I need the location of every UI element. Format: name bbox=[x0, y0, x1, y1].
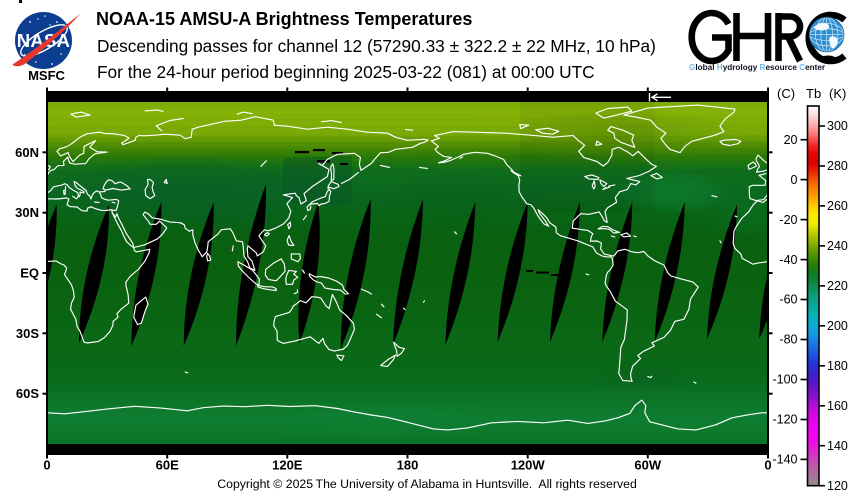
svg-text:120: 120 bbox=[827, 479, 848, 493]
svg-text:60S: 60S bbox=[16, 386, 39, 401]
svg-text:240: 240 bbox=[827, 239, 848, 253]
svg-text:-80: -80 bbox=[779, 333, 797, 347]
svg-text:EQ: EQ bbox=[20, 266, 39, 281]
svg-text:MSFC: MSFC bbox=[28, 68, 65, 83]
svg-text:30S: 30S bbox=[16, 326, 39, 341]
svg-text:-40: -40 bbox=[779, 253, 797, 267]
svg-text:(C): (C) bbox=[777, 86, 795, 101]
svg-text:260: 260 bbox=[827, 199, 848, 213]
svg-text:180: 180 bbox=[397, 458, 419, 473]
svg-text:0: 0 bbox=[764, 458, 771, 473]
svg-text:140: 140 bbox=[827, 439, 848, 453]
svg-text:-140: -140 bbox=[772, 453, 797, 467]
svg-text:-20: -20 bbox=[779, 213, 797, 227]
svg-text:120E: 120E bbox=[272, 458, 303, 473]
svg-text:220: 220 bbox=[827, 279, 848, 293]
svg-text:-120: -120 bbox=[772, 413, 797, 427]
svg-text:300: 300 bbox=[827, 119, 848, 133]
svg-text:60N: 60N bbox=[15, 145, 39, 160]
svg-text:280: 280 bbox=[827, 159, 848, 173]
svg-text:(K): (K) bbox=[829, 86, 846, 101]
svg-text:20: 20 bbox=[784, 133, 798, 147]
svg-text:-60: -60 bbox=[779, 293, 797, 307]
svg-text:180: 180 bbox=[827, 359, 848, 373]
svg-text:30N: 30N bbox=[15, 205, 39, 220]
svg-text:60W: 60W bbox=[634, 458, 661, 473]
svg-text:0: 0 bbox=[43, 458, 50, 473]
svg-text:Global Hydrology Resource Cent: Global Hydrology Resource Center bbox=[689, 63, 826, 72]
svg-text:-100: -100 bbox=[772, 373, 797, 387]
svg-text:160: 160 bbox=[827, 399, 848, 413]
svg-text:0: 0 bbox=[791, 173, 798, 187]
svg-text:60E: 60E bbox=[156, 458, 179, 473]
svg-text:200: 200 bbox=[827, 319, 848, 333]
svg-text:120W: 120W bbox=[511, 458, 546, 473]
svg-text:Tb: Tb bbox=[806, 86, 821, 101]
